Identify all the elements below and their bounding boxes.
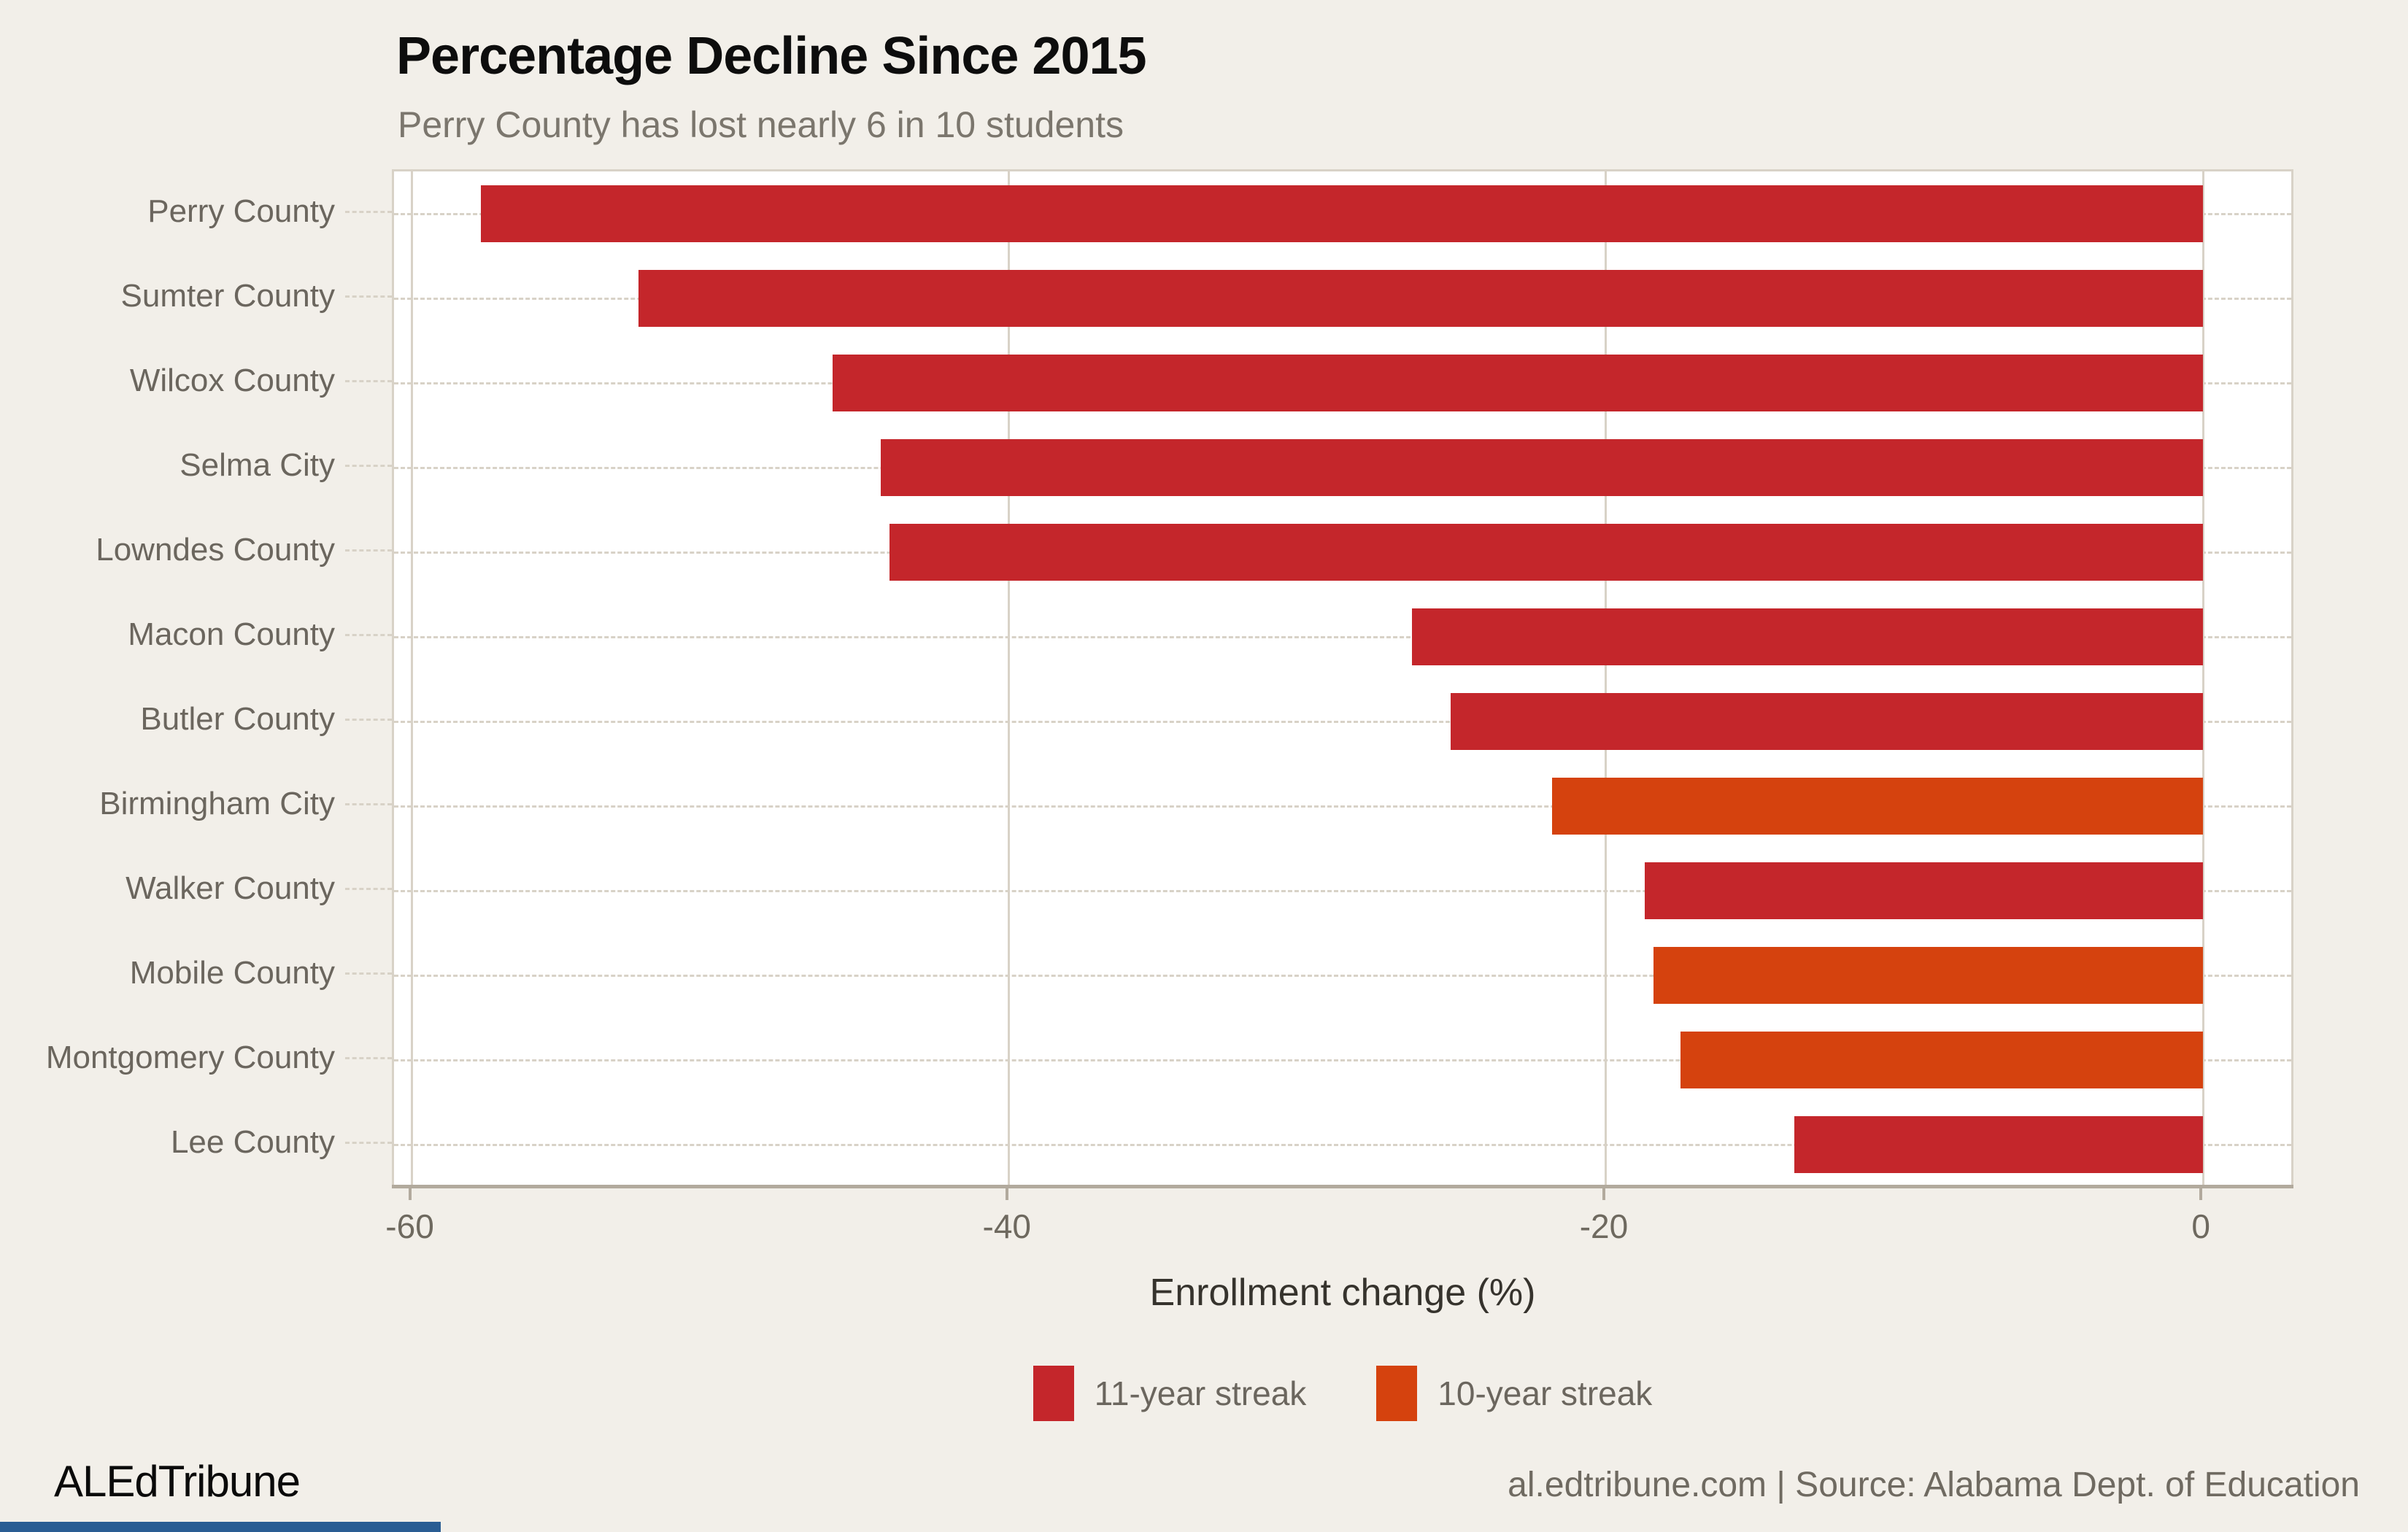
tick-mark--40: [1005, 1188, 1008, 1200]
tick-mark--60: [408, 1188, 412, 1200]
source-attribution: al.edtribune.com | Source: Alabama Dept.…: [1508, 1466, 2360, 1504]
x-axis-line: [392, 1185, 2293, 1188]
category-row-montgomery-county: Montgomery County: [44, 1015, 392, 1100]
bar-selma-city: [880, 439, 2204, 496]
category-row-mobile-county: Mobile County: [44, 931, 392, 1015]
bar-montgomery-county: [1680, 1032, 2204, 1088]
category-row-perry-county: Perry County: [44, 169, 392, 254]
bar-lowndes-county: [890, 524, 2204, 581]
category-row-selma-city: Selma City: [44, 423, 392, 508]
category-row-lee-county: Lee County: [44, 1100, 392, 1185]
bar-butler-county: [1451, 693, 2204, 750]
label-connector-wilcox-county: [345, 379, 392, 382]
category-row-sumter-county: Sumter County: [44, 254, 392, 338]
label-connector-montgomery-county: [345, 1056, 392, 1059]
legend-swatch-11-year-streak: [1033, 1366, 1074, 1421]
tick-label--60: -60: [385, 1207, 434, 1245]
brand-logo-text: ALEdTribune: [54, 1457, 301, 1506]
bar-lee-county: [1794, 1116, 2204, 1173]
gridline-x--20: [1605, 171, 1608, 1185]
x-axis-title: Enrollment change (%): [1149, 1272, 1536, 1314]
legend-label-10-year-streak: 10-year streak: [1438, 1374, 1653, 1412]
label-connector-birmingham-city: [345, 802, 392, 805]
chart-title: Percentage Decline Since 2015: [396, 27, 1147, 85]
tick-mark-0: [2199, 1188, 2203, 1200]
category-row-walker-county: Walker County: [44, 846, 392, 931]
category-row-birmingham-city: Birmingham City: [44, 762, 392, 846]
label-connector-mobile-county: [345, 972, 392, 975]
bar-wilcox-county: [833, 355, 2204, 411]
gridline-x--40: [1008, 171, 1011, 1185]
category-label-perry-county: Perry County: [147, 193, 335, 229]
bar-sumter-county: [638, 270, 2204, 327]
legend-item-11-year-streak: 11-year streak: [1033, 1366, 1307, 1421]
gridline-row-mobile-county: [394, 974, 2291, 977]
tick-label--40: -40: [982, 1207, 1031, 1245]
category-axis: Perry County Sumter County Wilcox County Se…: [44, 169, 392, 1185]
category-label-lee-county: Lee County: [170, 1124, 335, 1160]
footer-accent-bar: [0, 1522, 441, 1532]
legend-swatch-10-year-streak: [1376, 1366, 1418, 1421]
category-row-wilcox-county: Wilcox County: [44, 338, 392, 423]
gridline-x--60: [411, 171, 414, 1185]
legend-item-10-year-streak: 10-year streak: [1376, 1366, 1652, 1421]
bar-perry-county: [480, 185, 2204, 242]
label-connector-macon-county: [345, 633, 392, 636]
category-label-montgomery-county: Montgomery County: [45, 1040, 335, 1075]
bar-macon-county: [1412, 608, 2204, 665]
category-row-macon-county: Macon County: [44, 592, 392, 677]
chart-subtitle: Perry County has lost nearly 6 in 10 stu…: [398, 104, 1124, 145]
label-connector-selma-city: [345, 464, 392, 467]
gridline-x-0: [2201, 171, 2204, 1185]
category-row-butler-county: Butler County: [44, 677, 392, 762]
category-label-sumter-county: Sumter County: [120, 278, 335, 314]
label-connector-perry-county: [345, 210, 392, 213]
label-connector-lee-county: [345, 1141, 392, 1144]
category-label-wilcox-county: Wilcox County: [129, 363, 335, 398]
bar-walker-county: [1645, 862, 2204, 919]
category-label-birmingham-city: Birmingham City: [99, 786, 335, 821]
bar-mobile-county: [1653, 947, 2204, 1004]
category-label-walker-county: Walker County: [126, 870, 335, 906]
category-label-mobile-county: Mobile County: [129, 955, 335, 991]
gridline-row-macon-county: [394, 635, 2291, 638]
label-connector-sumter-county: [345, 295, 392, 298]
category-label-macon-county: Macon County: [128, 616, 335, 652]
category-label-lowndes-county: Lowndes County: [96, 532, 335, 568]
gridline-row-walker-county: [394, 889, 2291, 892]
tick-mark--20: [1602, 1188, 1605, 1200]
label-connector-lowndes-county: [345, 549, 392, 552]
gridline-row-montgomery-county: [394, 1059, 2291, 1061]
legend: 11-year streak 10-year streak: [392, 1366, 2293, 1421]
category-label-butler-county: Butler County: [140, 701, 335, 737]
bar-birmingham-city: [1552, 778, 2204, 835]
label-connector-walker-county: [345, 887, 392, 890]
plot-panel: [392, 169, 2293, 1185]
gridline-row-lee-county: [394, 1143, 2291, 1146]
category-label-selma-city: Selma City: [180, 447, 335, 483]
gridline-row-birmingham-city: [394, 805, 2291, 808]
label-connector-butler-county: [345, 718, 392, 721]
gridline-row-butler-county: [394, 720, 2291, 723]
tick-label--20: -20: [1579, 1207, 1629, 1245]
category-row-lowndes-county: Lowndes County: [44, 508, 392, 592]
tick-label-0: 0: [2191, 1207, 2210, 1245]
legend-label-11-year-streak: 11-year streak: [1094, 1374, 1307, 1412]
